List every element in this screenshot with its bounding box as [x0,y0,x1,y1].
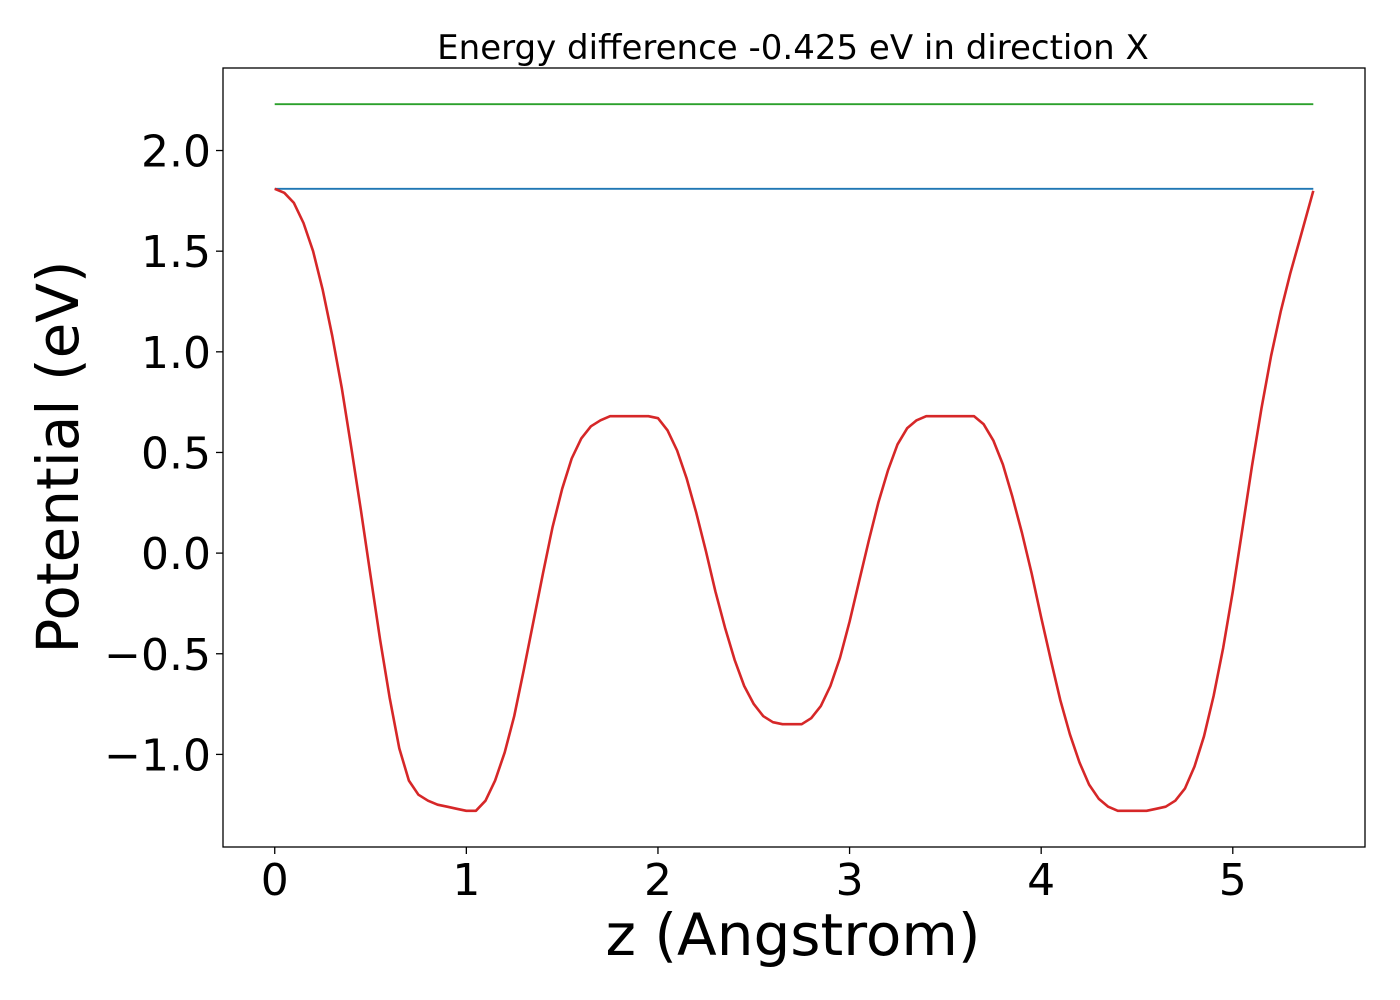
x-tick-label: 1 [452,855,480,906]
series-layer [274,103,1315,813]
x-tick-label: 5 [1219,855,1247,906]
y-tick-label: 0.0 [141,529,211,580]
x-tick-label: 2 [644,855,672,906]
x-axis: 0 1 2 3 4 5 [261,847,1247,906]
x-axis-label: z (Angstrom) [606,901,981,969]
y-axis-label: Potential (eV) [24,260,92,653]
plot-frame [222,67,1366,848]
y-tick-label: 2.0 [141,127,211,178]
y-axis: −1.0 −0.5 0.0 0.5 1.0 1.5 2.0 [104,127,223,781]
y-tick-label: 1.0 [141,328,211,379]
y-tick-label: 0.5 [141,428,211,479]
series-line-3 [274,187,1315,813]
x-tick-label: 0 [261,855,289,906]
y-tick-label: −0.5 [104,630,211,681]
y-tick-label: 1.5 [141,227,211,278]
x-tick-label: 3 [836,855,864,906]
x-tick-label: 4 [1027,855,1055,906]
chart-title: Energy difference -0.425 eV in direction… [437,28,1149,68]
y-tick-label: −1.0 [104,730,211,781]
